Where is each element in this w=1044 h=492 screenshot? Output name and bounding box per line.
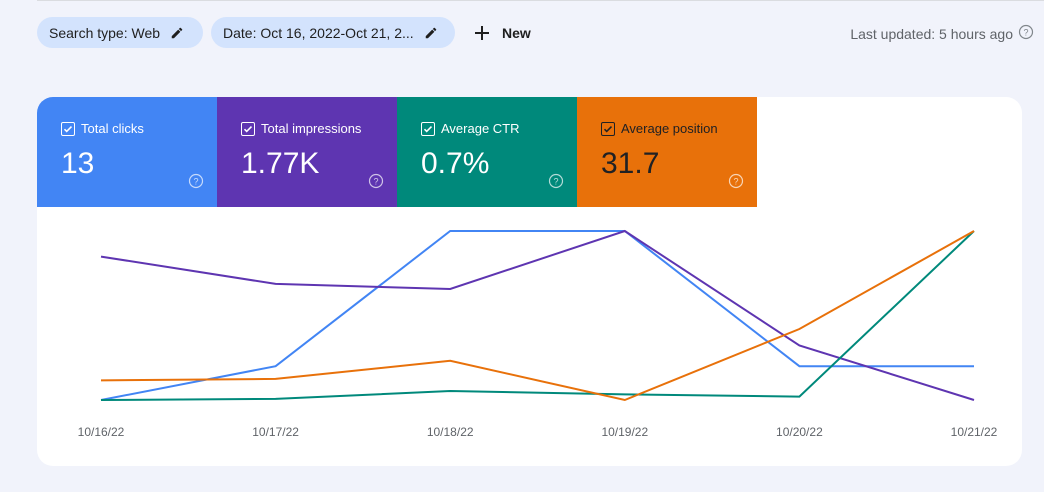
metric-label: Average CTR xyxy=(441,121,520,136)
new-filter-label: New xyxy=(502,24,531,41)
edit-pencil-icon xyxy=(424,26,438,40)
metric-label: Total impressions xyxy=(261,121,362,136)
help-icon[interactable]: ? xyxy=(188,173,204,194)
edit-pencil-icon xyxy=(170,26,184,40)
checkbox-checked-icon[interactable] xyxy=(601,121,615,136)
series-line-2 xyxy=(100,230,975,401)
top-divider xyxy=(37,0,1044,1)
x-tick-label: 10/18/22 xyxy=(427,425,474,439)
search-type-filter-label: Search type: Web xyxy=(49,24,161,41)
plus-icon xyxy=(472,23,492,43)
new-filter-button[interactable]: New xyxy=(472,17,531,48)
series-line-0 xyxy=(100,230,974,401)
series-line-3 xyxy=(100,230,975,402)
svg-text:?: ? xyxy=(553,177,558,187)
svg-text:?: ? xyxy=(193,177,198,187)
metric-value: 13 xyxy=(61,147,95,180)
metric-label: Total clicks xyxy=(81,121,144,136)
metric-average-ctr[interactable]: Average CTR 0.7% ? xyxy=(397,97,577,207)
x-tick-label: 10/20/22 xyxy=(776,425,823,439)
metric-total-impressions[interactable]: Total impressions 1.77K ? xyxy=(217,97,397,207)
checkbox-checked-icon[interactable] xyxy=(61,121,75,136)
date-filter-chip[interactable]: Date: Oct 16, 2022-Oct 21, 2... xyxy=(211,17,455,48)
x-tick-label: 10/16/22 xyxy=(78,425,125,439)
search-type-filter-chip[interactable]: Search type: Web xyxy=(37,17,203,48)
date-filter-label: Date: Oct 16, 2022-Oct 21, 2... xyxy=(223,24,414,41)
help-icon[interactable]: ? xyxy=(368,173,384,194)
help-icon[interactable]: ? xyxy=(1018,24,1034,43)
last-updated-text: Last updated: 5 hours ago xyxy=(850,25,1013,42)
x-tick-label: 10/21/22 xyxy=(951,425,998,439)
last-updated-status: Last updated: 5 hours ago ? xyxy=(850,24,1034,43)
svg-text:?: ? xyxy=(1023,28,1028,38)
help-icon[interactable]: ? xyxy=(728,173,744,194)
performance-line-chart: 10/16/22 10/17/22 10/18/22 10/19/22 10/20/22… xyxy=(78,229,998,439)
metric-value: 0.7% xyxy=(421,147,490,180)
checkbox-checked-icon[interactable] xyxy=(421,121,435,136)
svg-text:?: ? xyxy=(733,177,738,187)
performance-card: Total clicks 13 ? Total impressions 1.77… xyxy=(37,97,1022,466)
metric-average-position[interactable]: Average position 31.7 ? xyxy=(577,97,757,207)
metric-total-clicks[interactable]: Total clicks 13 ? xyxy=(37,97,217,207)
x-tick-label: 10/17/22 xyxy=(252,425,299,439)
metric-label: Average position xyxy=(621,121,718,136)
svg-text:?: ? xyxy=(373,177,378,187)
help-icon[interactable]: ? xyxy=(548,173,564,194)
checkbox-checked-icon[interactable] xyxy=(241,121,255,136)
metric-value: 1.77K xyxy=(241,147,320,180)
metric-value: 31.7 xyxy=(601,147,660,180)
series-line-1 xyxy=(100,229,975,401)
x-tick-label: 10/19/22 xyxy=(601,425,648,439)
